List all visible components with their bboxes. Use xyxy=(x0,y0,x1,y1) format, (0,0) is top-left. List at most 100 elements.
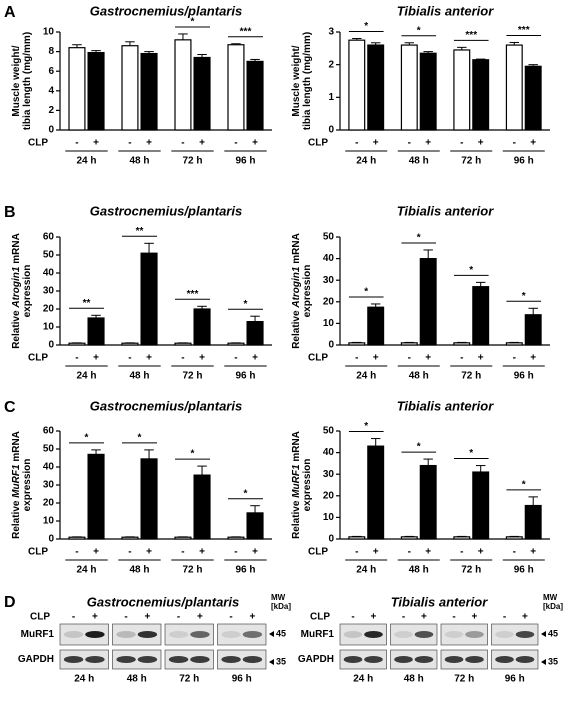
mw-marker: 45 xyxy=(548,628,558,638)
y-tick-label: 0 xyxy=(328,125,334,136)
y-axis-label-part: mRNA xyxy=(11,233,22,266)
blot-strip xyxy=(339,649,387,670)
y-tick-label: 0 xyxy=(48,340,54,351)
blot-band xyxy=(137,656,158,663)
condition-label: + xyxy=(144,612,150,623)
y-tick-label: 20 xyxy=(323,296,335,307)
mw-arrow xyxy=(541,631,546,637)
y-axis-label-part: tibia length (mg/mm) xyxy=(302,32,313,130)
y-axis-label-part: expression xyxy=(302,459,313,512)
blot-band xyxy=(515,631,535,638)
condition-label: + xyxy=(252,138,258,149)
group-label: CLP xyxy=(308,547,328,558)
y-tick-label: 20 xyxy=(323,490,335,501)
significance-label: *** xyxy=(187,289,199,300)
bar xyxy=(140,458,158,540)
significance-label: * xyxy=(191,17,195,28)
bar xyxy=(367,445,385,540)
y-axis-label: Muscle weight/ xyxy=(291,45,302,116)
condition-label: - xyxy=(355,547,358,558)
group-label: CLP xyxy=(28,547,48,558)
bar xyxy=(121,536,139,540)
condition-label: + xyxy=(530,547,536,558)
condition-label: - xyxy=(408,547,411,558)
blot-band xyxy=(168,656,189,663)
significance-label: *** xyxy=(240,26,252,37)
y-tick-label: 4 xyxy=(48,85,54,96)
mw-label: [kDa] xyxy=(543,602,563,611)
blot-band xyxy=(343,631,363,638)
condition-label-title: CLP xyxy=(310,612,330,623)
y-axis-label-part: expression xyxy=(22,265,33,318)
condition-label: + xyxy=(530,353,536,364)
blot-band xyxy=(168,631,189,638)
bar xyxy=(348,536,366,540)
bar xyxy=(246,60,264,131)
bar xyxy=(246,321,264,346)
significance-label: * xyxy=(522,291,526,302)
significance-label: *** xyxy=(518,25,530,36)
condition-label: - xyxy=(408,353,411,364)
bar xyxy=(419,258,437,346)
y-tick-label: 0 xyxy=(328,534,334,545)
significance-label: * xyxy=(244,299,248,310)
condition-label: - xyxy=(460,353,463,364)
blot-band xyxy=(221,631,241,638)
blot-band xyxy=(414,656,434,663)
condition-label: + xyxy=(252,353,258,364)
y-axis-label-part: MuRF1 xyxy=(291,464,302,498)
y-axis-label: Relative MuRF1 mRNA xyxy=(11,431,22,539)
x-tick-label: 48 h xyxy=(409,371,429,382)
blot-strip xyxy=(390,623,438,646)
y-tick-label: 20 xyxy=(43,498,55,509)
blot-strip xyxy=(440,649,488,670)
significance-label: * xyxy=(364,421,368,432)
y-axis-label: expression xyxy=(22,459,33,512)
blot-band xyxy=(495,656,514,663)
blot-band xyxy=(465,631,484,638)
time-label: 48 h xyxy=(127,674,147,685)
condition-label: + xyxy=(146,547,152,558)
x-tick-label: 48 h xyxy=(409,565,429,576)
blot-row-label: GAPDH xyxy=(18,654,54,665)
condition-label: - xyxy=(75,138,78,149)
bar xyxy=(193,474,211,540)
condition-label: - xyxy=(128,353,131,364)
y-axis-label: expression xyxy=(302,459,313,512)
y-tick-label: 10 xyxy=(323,318,335,329)
condition-label: - xyxy=(229,612,232,623)
x-tick-label: 72 h xyxy=(182,371,202,382)
condition-label: - xyxy=(75,353,78,364)
y-axis-label-part: Relative xyxy=(291,308,302,349)
condition-label: - xyxy=(351,612,354,623)
condition-label: - xyxy=(460,547,463,558)
blot-band xyxy=(63,631,84,638)
bar xyxy=(472,286,490,346)
bar xyxy=(174,342,192,346)
group-label: CLP xyxy=(308,353,328,364)
blot-band xyxy=(116,656,136,663)
blot-strip xyxy=(339,623,387,646)
bar xyxy=(472,471,490,540)
blot-band xyxy=(444,631,464,638)
y-tick-label: 0 xyxy=(328,340,334,351)
blot-strip xyxy=(217,649,267,670)
group-label: CLP xyxy=(28,138,48,149)
condition-label: + xyxy=(425,138,431,149)
condition-label: + xyxy=(478,547,484,558)
bar xyxy=(227,342,245,346)
blot-band xyxy=(242,656,263,663)
blot-band xyxy=(242,631,263,638)
bar xyxy=(400,44,418,131)
condition-label: + xyxy=(199,353,205,364)
y-axis-label: tibia length (mg/mm) xyxy=(302,32,313,130)
condition-label-title: CLP xyxy=(30,612,50,623)
y-tick-label: 60 xyxy=(43,426,55,437)
condition-label: + xyxy=(421,612,427,623)
bar xyxy=(87,51,105,131)
bar xyxy=(524,504,542,540)
x-tick-label: 48 h xyxy=(409,156,429,167)
blot-strip xyxy=(59,649,109,670)
condition-label: + xyxy=(472,612,478,623)
significance-label: * xyxy=(244,488,248,499)
